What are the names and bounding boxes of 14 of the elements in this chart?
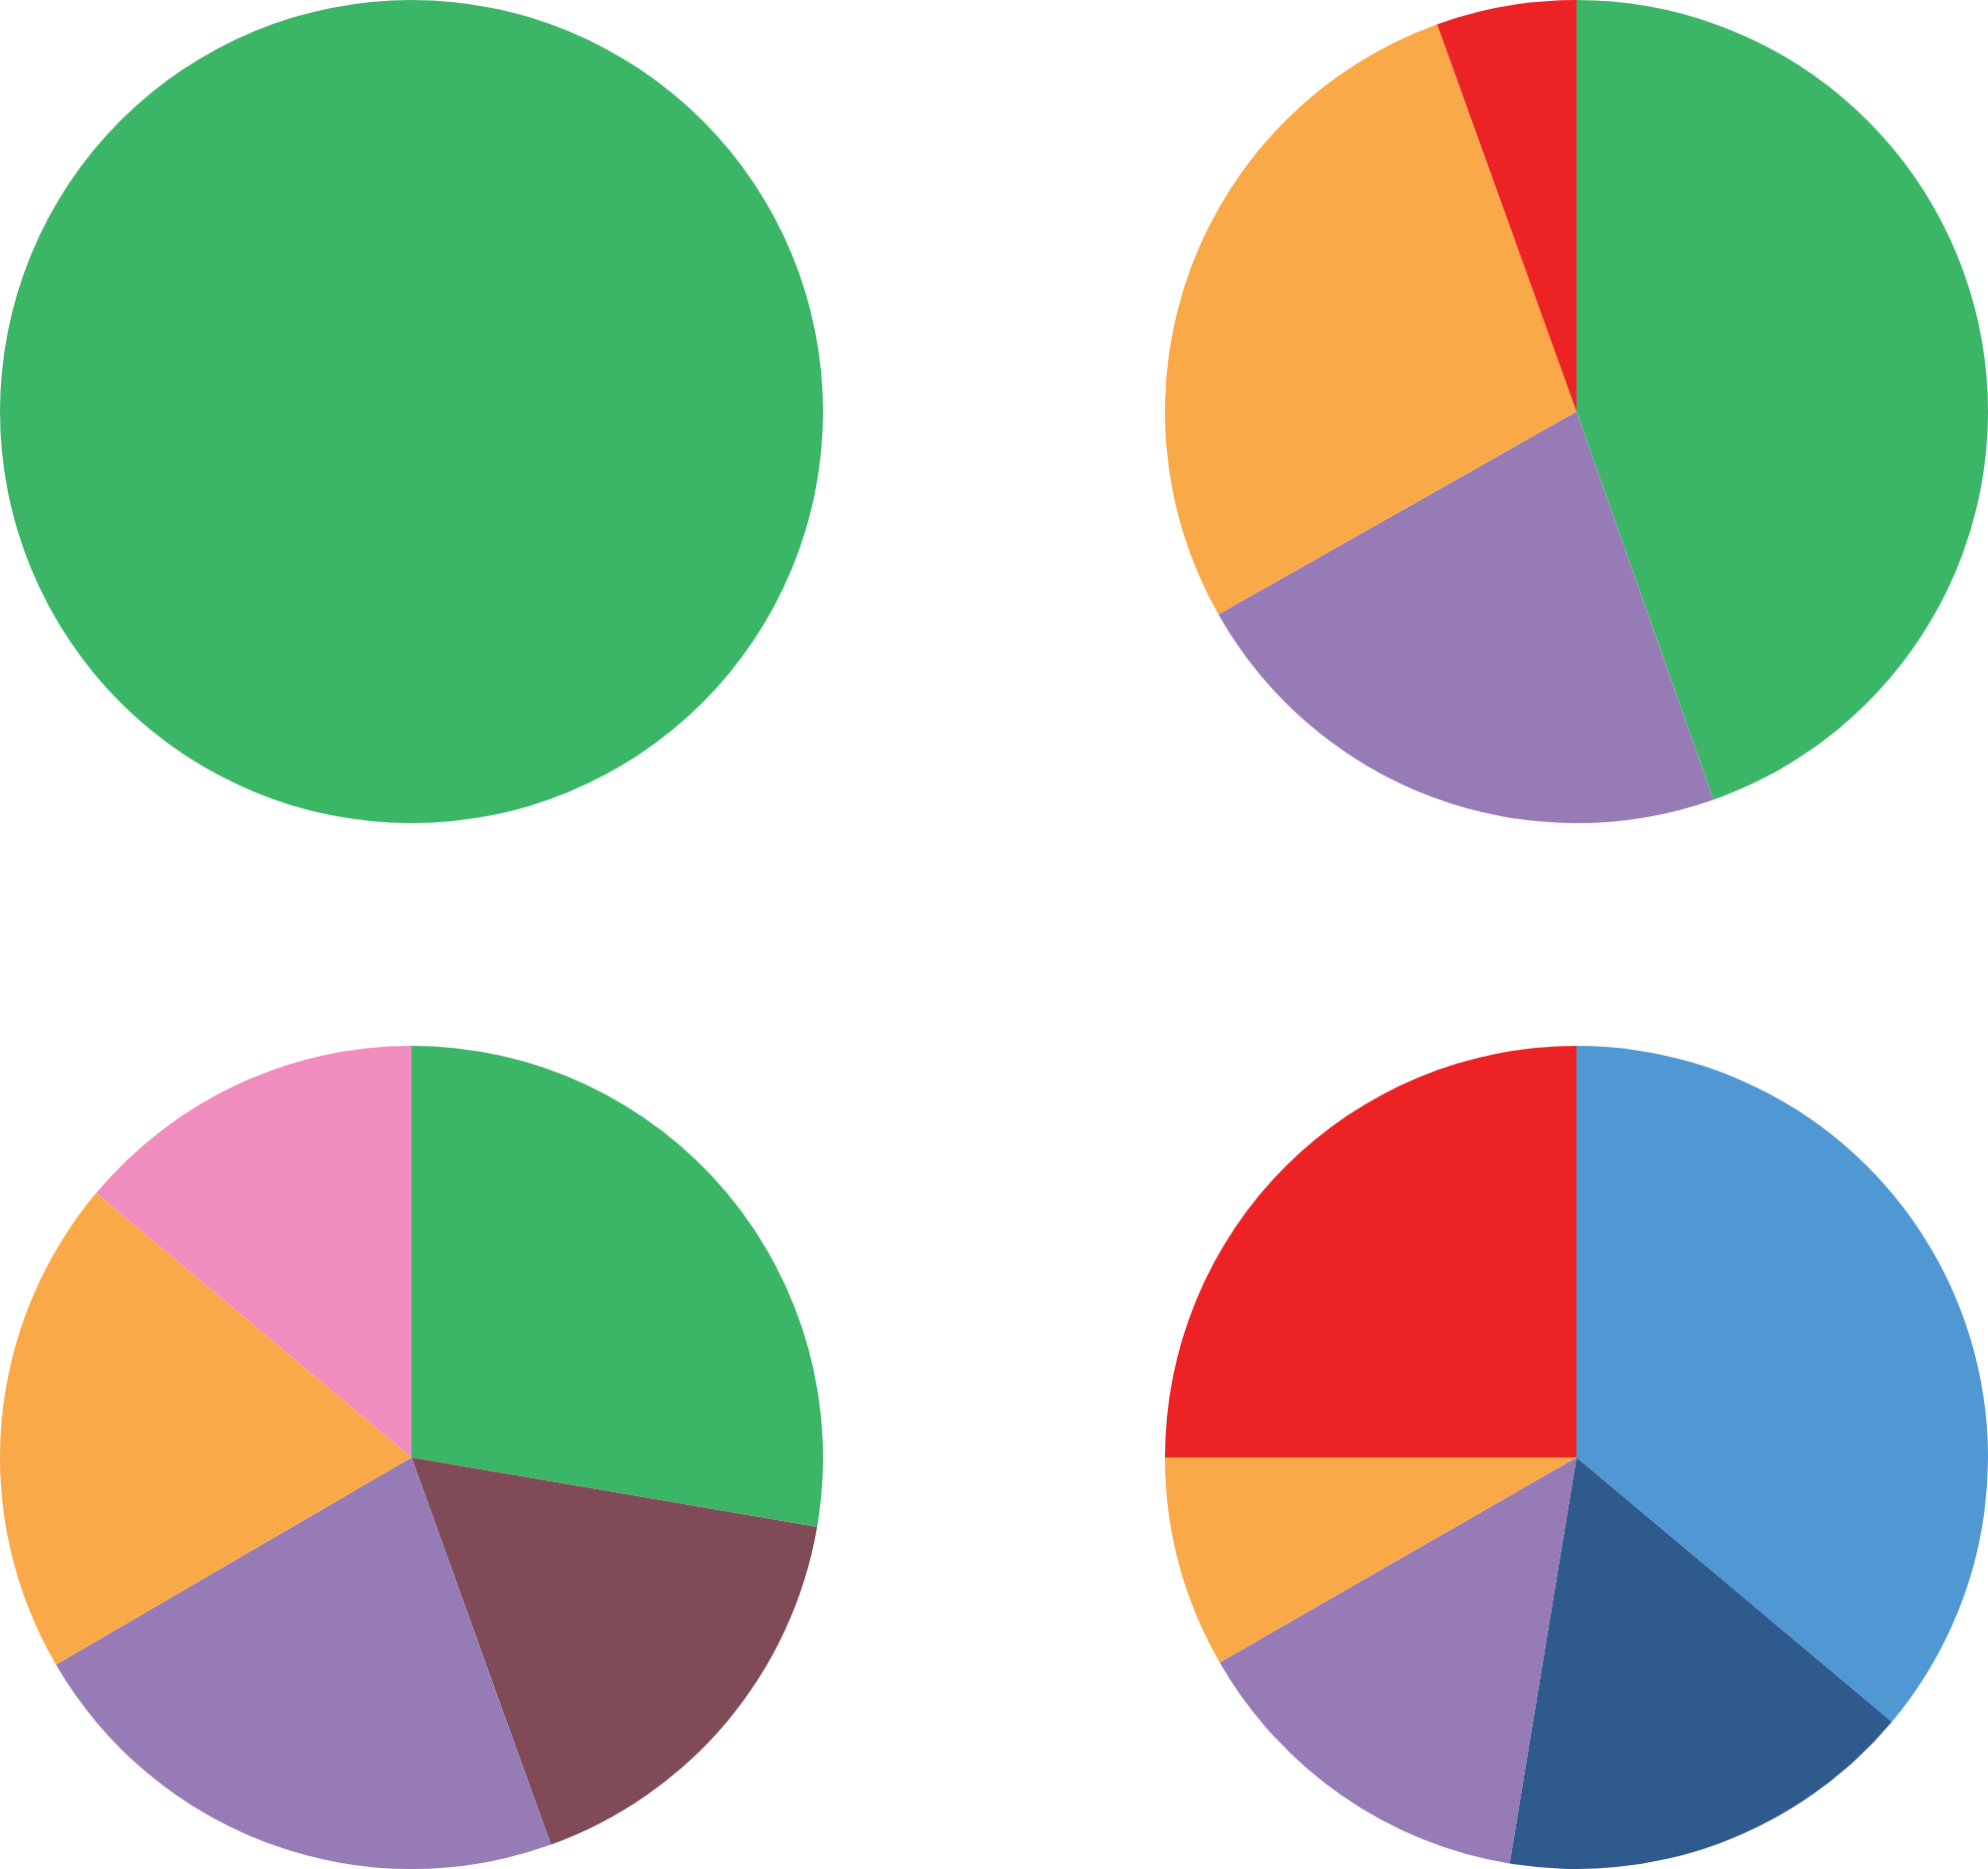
pie-slice <box>1509 1457 1893 1869</box>
pie-slice <box>95 1046 412 1457</box>
pie-slice <box>412 1457 818 1845</box>
pie-slice <box>1436 0 1576 412</box>
pie-slice <box>412 1046 823 1527</box>
pie-slice <box>1576 0 1988 800</box>
pie-slice <box>1165 1046 1576 1457</box>
pie-slice <box>1218 412 1714 823</box>
pie-slice <box>0 1193 412 1665</box>
pie-slice <box>56 1457 552 1869</box>
pie-slice <box>1576 1046 1988 1722</box>
pie-slice <box>1165 24 1576 614</box>
pie-slice <box>1165 1457 1576 1663</box>
pie-slice <box>1220 1457 1576 1864</box>
